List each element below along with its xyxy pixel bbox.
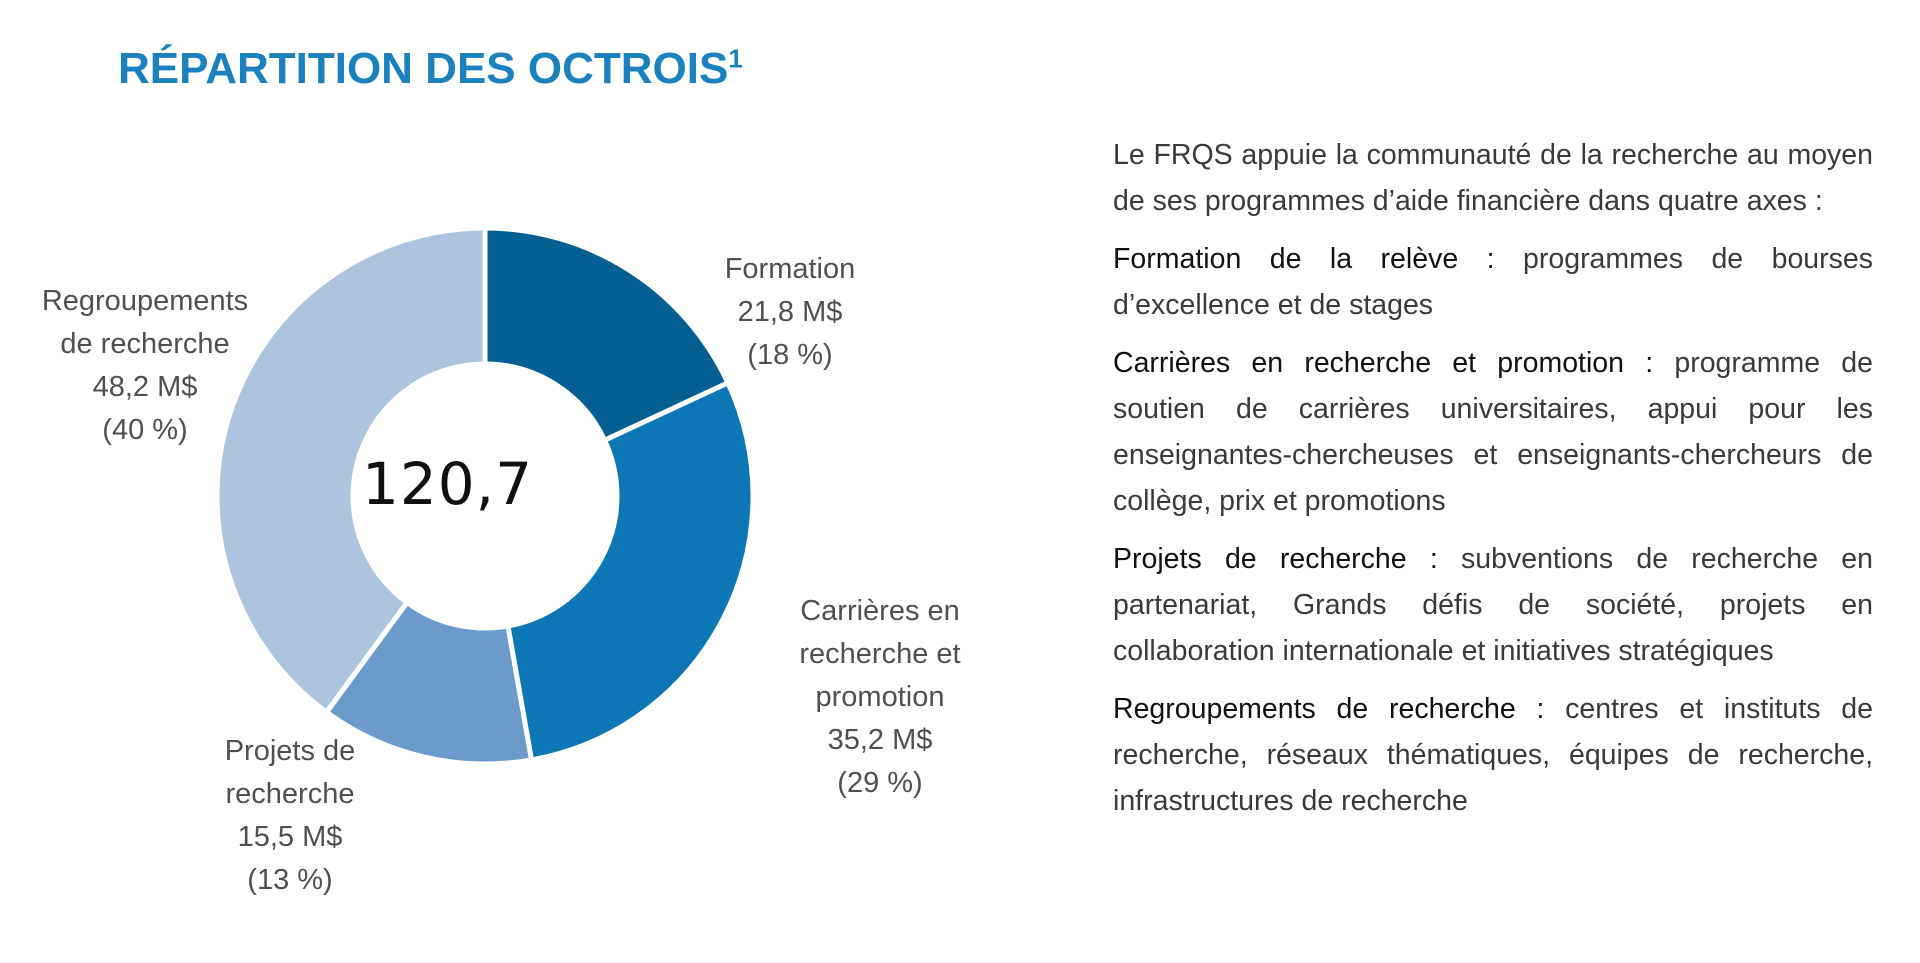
description-intro: Le FRQS appuie la communauté de la reche…: [1113, 139, 1873, 217]
description-panel: Le FRQS appuie la communauté de la reche…: [1113, 132, 1873, 836]
slice-label-name: Carrières en: [800, 595, 960, 627]
donut-slice-3: [214, 225, 488, 715]
slice-label-percent: (18 %): [747, 339, 833, 371]
slice-label-name: de recherche: [60, 328, 230, 360]
axis-text: centres et instituts de recherche, résea…: [1113, 693, 1873, 817]
slice-label-amount: 48,2 M$: [92, 371, 198, 403]
slice-label-name: promotion: [815, 681, 945, 713]
donut-hole: [355, 366, 615, 626]
axis-term: Regroupements de recherche :: [1113, 693, 1545, 725]
slice-label-percent: (13 %): [247, 864, 333, 896]
slice-label-amount: 35,2 M$: [827, 724, 933, 756]
axis-term: Formation de la relève :: [1113, 243, 1495, 275]
slice-label-regroupements: Regroupements de recherche 48,2 M$ (40 %…: [20, 280, 270, 452]
axis-text: programmes de bourses d’excellence et de…: [1113, 243, 1874, 321]
slice-label-percent: (40 %): [102, 414, 188, 446]
donut-slice-1: [505, 380, 756, 763]
donut-chart: [214, 225, 756, 764]
slice-label-formation: Formation 21,8 M$ (18 %): [690, 248, 890, 377]
title-footnote-marker: 1: [728, 43, 743, 74]
axis-carrieres: Carrières en recherche et promotion : pr…: [1113, 340, 1873, 524]
slice-label-carrieres: Carrières en recherche et promotion 35,2…: [770, 590, 990, 805]
axis-text: programme de soutien de carrières univer…: [1113, 347, 1873, 517]
chart-title-text: RÉPARTITION DES OCTROIS: [118, 44, 729, 93]
axis-formation: Formation de la relève : programmes de b…: [1113, 236, 1873, 328]
slice-label-percent: (29 %): [837, 767, 923, 799]
slice-label-amount: 21,8 M$: [737, 296, 843, 328]
chart-title: RÉPARTITION DES OCTROIS1: [118, 44, 743, 94]
slice-label-name: Projets de: [224, 735, 356, 767]
donut-center-total: 120,7: [361, 450, 534, 518]
axis-term: Projets de recherche :: [1113, 543, 1438, 575]
slice-label-name: recherche: [225, 778, 355, 810]
axis-projets: Projets de recherche : subventions de re…: [1113, 536, 1873, 674]
slice-label-name: Regroupements: [41, 285, 249, 317]
donut-slice-0: [482, 225, 731, 443]
slice-label-projets: Projets de recherche 15,5 M$ (13 %): [190, 730, 390, 902]
axis-term: Carrières en recherche et promotion :: [1113, 347, 1654, 379]
slice-label-name: recherche et: [799, 638, 961, 670]
axis-text: subventions de recherche en partenariat,…: [1113, 543, 1873, 667]
slice-label-amount: 15,5 M$: [237, 821, 343, 853]
slice-label-name: Formation: [724, 253, 856, 285]
axis-regroupements: Regroupements de recherche : centres et …: [1113, 686, 1873, 824]
